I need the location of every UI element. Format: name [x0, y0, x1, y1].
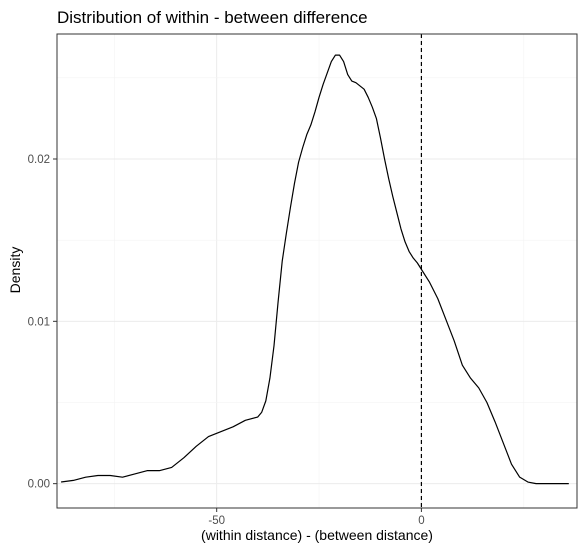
y-tick-label: 0.00: [28, 479, 50, 491]
panel-border: [56, 33, 578, 509]
y-axis-label: Density: [7, 247, 23, 294]
density-curve: [61, 54, 569, 485]
x-tick-label: -50: [208, 515, 225, 527]
chart-title: Distribution of within - between differe…: [57, 8, 368, 27]
y-tick-label: 0.01: [28, 316, 50, 328]
x-axis: -50 0: [208, 508, 425, 527]
y-axis: 0.00 0.01 0.02: [28, 154, 57, 491]
x-tick-label: 0: [418, 515, 424, 527]
x-axis-label: (within distance) - (between distance): [201, 527, 433, 543]
y-tick-label: 0.02: [28, 154, 50, 166]
